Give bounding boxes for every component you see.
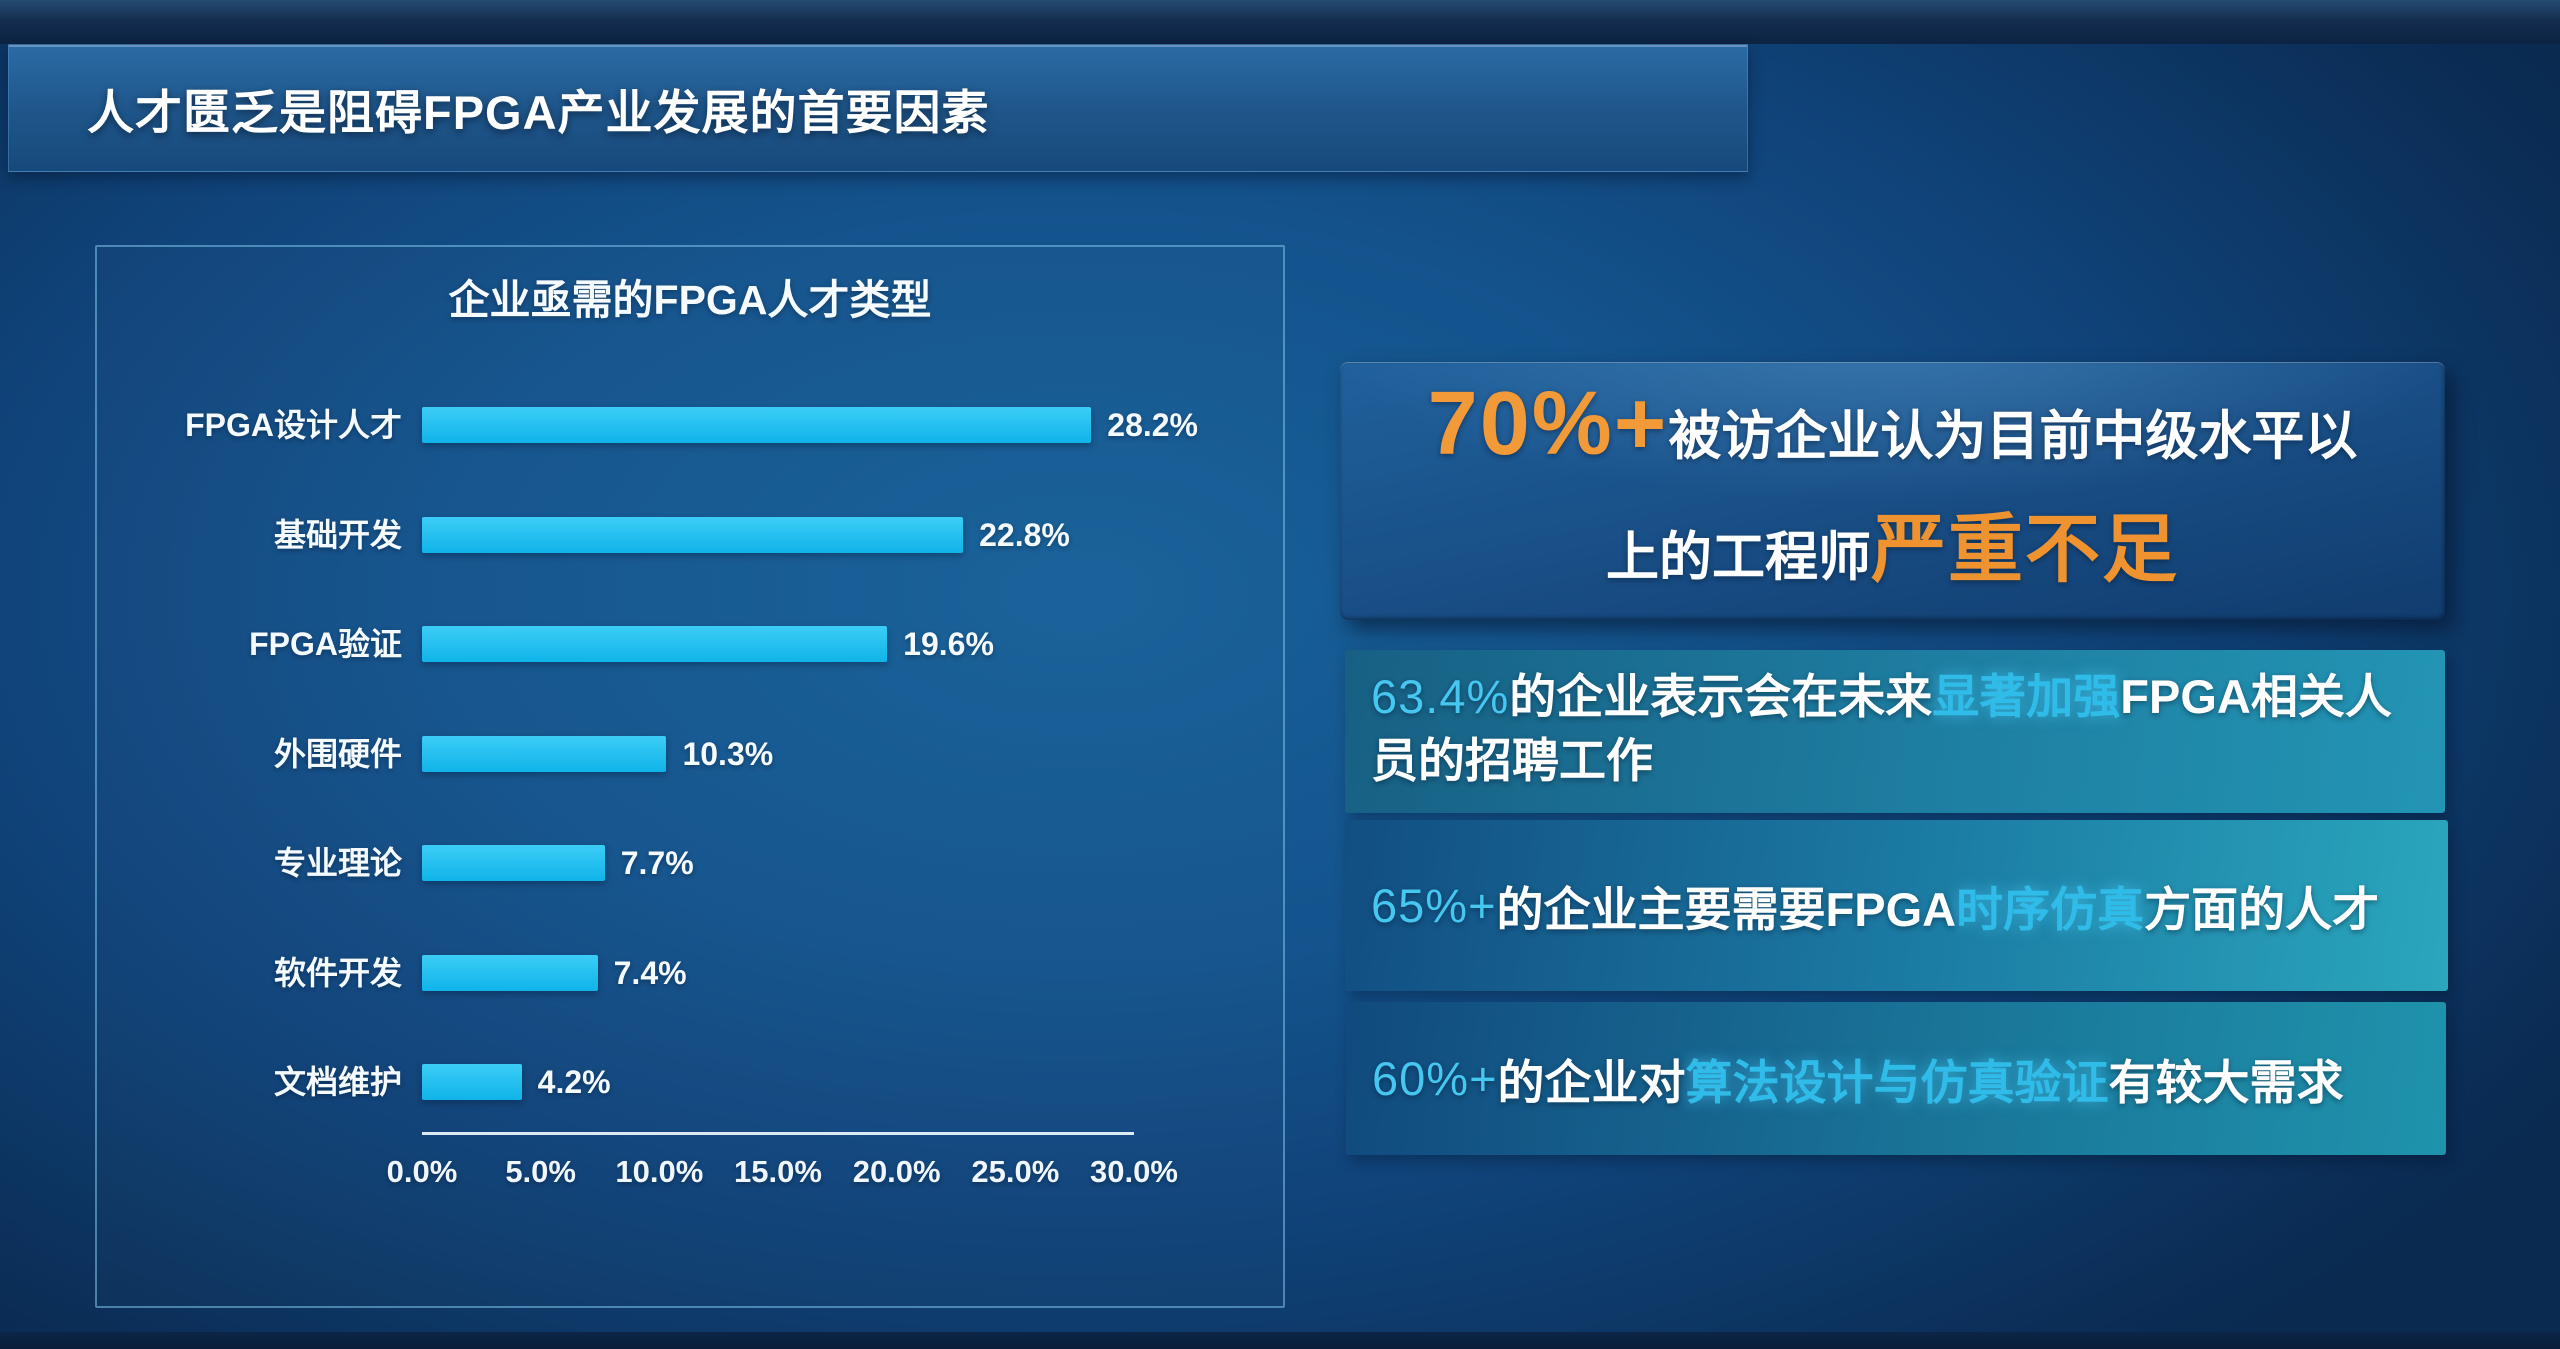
bar-value-label: 28.2%: [1107, 407, 1198, 443]
chart-row: 外围硬件 10.3%: [97, 732, 1283, 776]
callout-4-text: 的企业对: [1497, 1056, 1686, 1109]
top-strip: [0, 0, 2560, 44]
stat-60-percent: 60%+: [1372, 1052, 1498, 1105]
chart-row: 软件开发 7.4%: [97, 951, 1283, 995]
emphasis-algorithm-design-verification: 算法设计与仿真验证: [1685, 1056, 2109, 1109]
page-title: 人才匮乏是阻碍FPGA产业发展的首要因素: [87, 85, 990, 139]
emphasis-significantly-strengthen: 显著加强: [1932, 670, 2121, 723]
callout-algorithm-design: 60%+ 的企业对 算法设计与仿真验证 有较大需求: [1346, 1002, 2446, 1155]
bar-category-label: FPGA验证: [249, 626, 402, 662]
callout-4-text-2: 有较大需求: [2108, 1056, 2344, 1109]
bar-category-label: 文档维护: [273, 1064, 402, 1100]
bar-category-label: 基础开发: [273, 516, 402, 553]
bar: [422, 626, 888, 662]
stat-63-percent: 63.4%: [1371, 670, 1510, 723]
callout-3-text-2: 方面的人才: [2144, 883, 2380, 936]
chart-panel: 企业亟需的FPGA人才类型 FPGA设计人才 28.2% 基础开发 22.8% FPGA…: [95, 245, 1285, 1308]
bar-value-label: 7.4%: [613, 954, 687, 991]
x-axis-line: [422, 1132, 1134, 1135]
bar-value-label: 7.7%: [620, 845, 694, 881]
bar: [422, 407, 1092, 443]
chart-row: FPGA设计人才 28.2%: [97, 403, 1283, 447]
bar-value-label: 22.8%: [979, 516, 1070, 553]
callout-1-line-2: 上的工程师严重不足: [1340, 498, 2445, 622]
callout-1-text-2: 上的工程师: [1605, 528, 1871, 587]
bar: [422, 735, 667, 772]
chart-row: 基础开发 22.8%: [97, 513, 1283, 557]
x-axis-tick-label: 30.0%: [1090, 1154, 1178, 1189]
bar: [422, 954, 598, 991]
bar: [422, 1064, 522, 1100]
callout-timing-simulation: 65%+ 的企业主要需要FPGA 时序仿真 方面的人才: [1345, 820, 2448, 991]
callout-1-text: 被访企业认为目前中级水平以: [1668, 407, 2358, 466]
callout-engineer-shortage: 70%+被访企业认为目前中级水平以 上的工程师严重不足: [1340, 362, 2445, 620]
x-axis-tick-label: 0.0%: [386, 1154, 458, 1189]
callout-2-text-2: FPGA相关人: [2120, 670, 2392, 723]
bar: [422, 845, 605, 881]
bar: [422, 516, 964, 553]
emphasis-timing-simulation: 时序仿真: [1956, 883, 2145, 936]
chart-title: 企业亟需的FPGA人才类型: [448, 277, 932, 323]
stat-65-percent: 65%+: [1371, 879, 1497, 932]
bar-value-label: 19.6%: [903, 626, 994, 662]
bar-category-label: 软件开发: [273, 954, 402, 991]
chart-row: 文档维护 4.2%: [97, 1060, 1283, 1104]
emphasis-severe-shortage: 严重不足: [1870, 507, 2179, 591]
x-axis-tick-label: 20.0%: [852, 1154, 941, 1189]
callout-hiring-plans: 63.4%的企业表示会在未来显著加强FPGA相关人 员的招聘工作: [1345, 650, 2445, 813]
callout-1-line-1: 70%+被访企业认为目前中级水平以: [1340, 376, 2445, 498]
chart-row: FPGA验证 19.6%: [97, 622, 1283, 666]
bottom-strip: [0, 1332, 2560, 1349]
bar-value-label: 4.2%: [537, 1064, 611, 1100]
bar-value-label: 10.3%: [682, 735, 774, 772]
x-axis-tick-label: 5.0%: [505, 1154, 576, 1189]
x-axis-tick-label: 10.0%: [615, 1154, 704, 1189]
bar-category-label: FPGA设计人才: [185, 407, 402, 443]
bar-category-label: 专业理论: [273, 845, 402, 881]
stat-70-percent: 70%+: [1427, 374, 1669, 474]
callout-2-text: 的企业表示会在未来: [1509, 670, 1933, 723]
x-axis-tick-label: 15.0%: [734, 1154, 822, 1189]
title-banner: 人才匮乏是阻碍FPGA产业发展的首要因素: [8, 44, 1748, 172]
callout-2-text-3: 员的招聘工作: [1371, 734, 1653, 787]
callout-3-text: 的企业主要需要FPGA: [1496, 883, 1957, 936]
bar-category-label: 外围硬件: [273, 735, 402, 772]
chart-row: 专业理论 7.7%: [97, 841, 1283, 885]
x-axis-tick-label: 25.0%: [971, 1154, 1060, 1189]
